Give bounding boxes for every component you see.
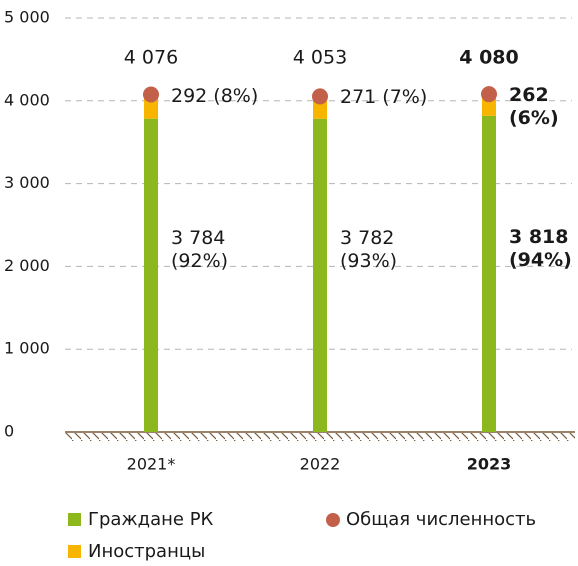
- legend-swatch: [326, 513, 340, 527]
- y-tick-label: 4 000: [4, 90, 50, 109]
- x-tick-label: 2023: [467, 455, 512, 474]
- value-label-text: 271 (7%): [340, 86, 428, 109]
- y-tick-label: 2 000: [4, 256, 50, 275]
- total-dot: [481, 86, 497, 103]
- y-tick-label: 3 000: [4, 173, 50, 192]
- value-label-text: 3 784 (92%): [171, 227, 229, 273]
- total-dot: [143, 86, 159, 103]
- value-label-text: 3 782 (93%): [340, 227, 398, 273]
- bar-segment: [482, 115, 496, 432]
- value-label-text: 262 (6%): [509, 84, 559, 130]
- bar-segment: [144, 118, 158, 432]
- bar-segment: [313, 118, 327, 432]
- ground-hatch: [65, 433, 575, 441]
- legend-label: Граждане РК: [88, 509, 214, 530]
- value-label-text: 292 (8%): [171, 84, 259, 107]
- legend-label: Иностранцы: [88, 541, 205, 562]
- value-label: 292 (8%): [171, 84, 259, 107]
- value-label: 262 (6%): [509, 84, 559, 130]
- total-dot: [312, 88, 328, 105]
- total-label: 4 080: [459, 47, 519, 69]
- total-label: 4 076: [124, 47, 178, 69]
- legend-swatch: [68, 545, 81, 558]
- value-label: 3 784 (92%): [171, 227, 229, 273]
- x-tick-label: 2022: [300, 455, 341, 474]
- y-tick-label: 0: [4, 422, 14, 441]
- x-tick-label: 2021*: [127, 455, 176, 474]
- legend-swatch: [68, 513, 81, 526]
- value-label-text: 3 818 (94%): [509, 225, 572, 271]
- y-tick-label: 1 000: [4, 339, 50, 358]
- y-tick-label: 5 000: [4, 8, 50, 27]
- value-label: 3 818 (94%): [509, 225, 572, 271]
- value-label: 271 (7%): [340, 86, 428, 109]
- value-label: 3 782 (93%): [340, 227, 398, 273]
- legend-label: Общая численность: [346, 509, 536, 530]
- total-label: 4 053: [293, 47, 347, 69]
